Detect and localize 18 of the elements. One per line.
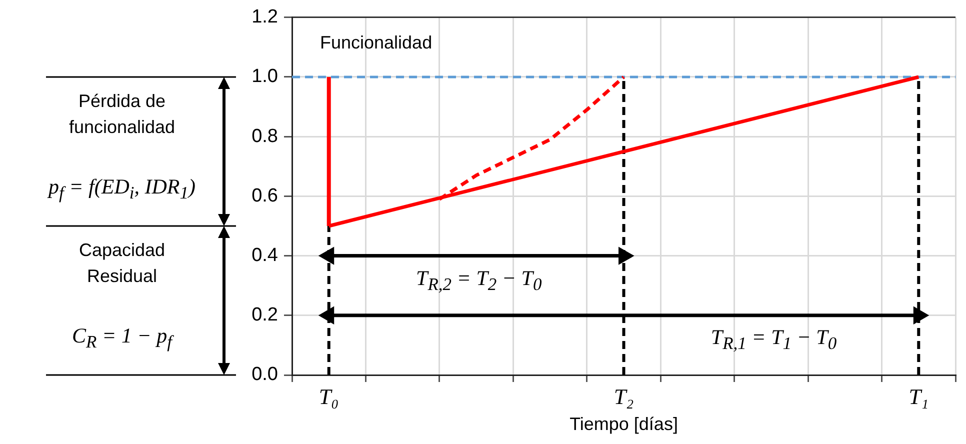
x-tick-label: T₂ xyxy=(614,384,634,409)
x-axis-title: Tiempo [días] xyxy=(570,414,678,434)
annotation: T$_{R,2}$ = T$_{2}$ − T$_{0}$ xyxy=(416,266,542,295)
y-tick-label: 0.2 xyxy=(252,304,278,326)
text: Capacidad Residual xyxy=(78,239,166,288)
annotation: T$_{R,1}$ = T$_{1}$ − T$_{0}$ xyxy=(710,325,837,355)
text: C$_{R}$ = 1 − p$_{f}$ xyxy=(72,323,172,352)
y-tick-label: 0.6 xyxy=(252,185,278,206)
y-tick-label: 1.0 xyxy=(252,66,278,88)
y-tick-label: 0.8 xyxy=(252,126,278,147)
y-axis-title: Funcionalidad xyxy=(320,32,432,52)
y-tick-label: 0.0 xyxy=(252,364,278,386)
y-tick-label: 0.4 xyxy=(252,245,278,266)
y-tick-label: 1.2 xyxy=(252,6,278,28)
text: p$_{f}$ = f(ED$_{i}$, IDR$_{1}$) xyxy=(48,174,196,204)
x-tick-label: T₁ xyxy=(908,384,929,409)
text: Pérdida de funcionalidad xyxy=(68,90,176,140)
x-tick-label: T₀ xyxy=(318,384,339,409)
